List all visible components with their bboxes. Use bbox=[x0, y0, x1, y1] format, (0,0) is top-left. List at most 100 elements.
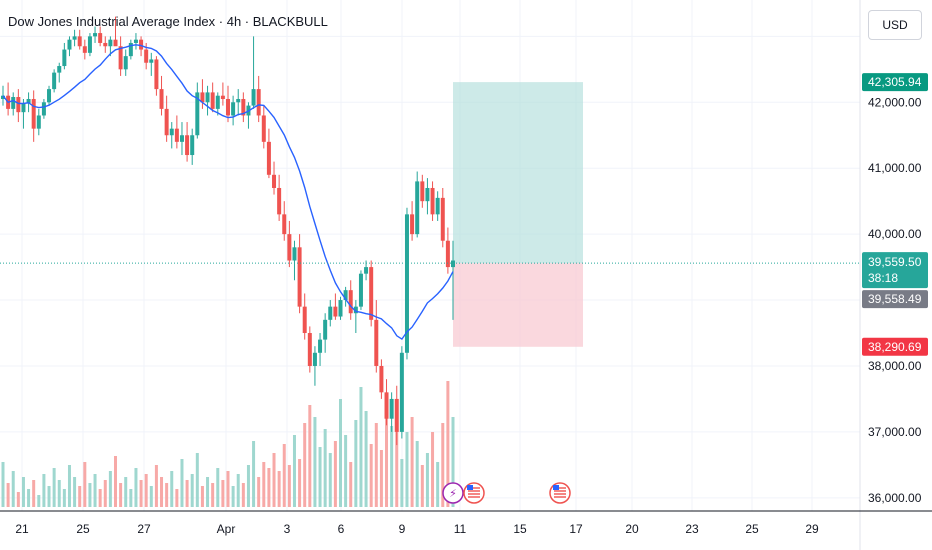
candle[interactable] bbox=[410, 214, 415, 235]
candle[interactable] bbox=[31, 98, 36, 129]
candle[interactable] bbox=[200, 92, 205, 103]
secondary-price-label: 39,558.49 bbox=[868, 292, 922, 306]
candle[interactable] bbox=[210, 92, 215, 109]
candle[interactable] bbox=[277, 187, 282, 215]
candle[interactable] bbox=[287, 234, 292, 261]
candle[interactable] bbox=[399, 352, 404, 432]
candle[interactable] bbox=[169, 128, 174, 136]
candle[interactable] bbox=[323, 319, 328, 340]
candle[interactable] bbox=[26, 98, 31, 104]
candle[interactable] bbox=[128, 42, 133, 57]
volume-bar bbox=[52, 468, 56, 507]
candle[interactable] bbox=[420, 181, 425, 202]
candle[interactable] bbox=[62, 49, 67, 67]
candle[interactable] bbox=[179, 135, 184, 142]
candle[interactable] bbox=[226, 98, 230, 116]
stop-zone[interactable] bbox=[453, 263, 583, 347]
volume-bar bbox=[395, 408, 399, 507]
candle[interactable] bbox=[185, 135, 190, 156]
candle[interactable] bbox=[11, 97, 16, 109]
candle[interactable] bbox=[21, 103, 26, 113]
candle[interactable] bbox=[328, 306, 333, 320]
candle[interactable] bbox=[353, 306, 358, 314]
candle[interactable] bbox=[220, 95, 225, 99]
candle[interactable] bbox=[256, 89, 261, 116]
candle[interactable] bbox=[236, 98, 241, 103]
candle[interactable] bbox=[72, 36, 77, 40]
candle[interactable] bbox=[272, 174, 277, 188]
candle[interactable] bbox=[251, 89, 256, 106]
candle[interactable] bbox=[415, 181, 420, 235]
candle[interactable] bbox=[93, 33, 98, 37]
candle[interactable] bbox=[159, 89, 164, 109]
candle[interactable] bbox=[154, 59, 159, 90]
candle[interactable] bbox=[333, 306, 338, 317]
candle[interactable] bbox=[1, 95, 5, 99]
candle[interactable] bbox=[404, 214, 409, 353]
candle[interactable] bbox=[231, 102, 236, 116]
candle[interactable] bbox=[195, 92, 200, 136]
candle[interactable] bbox=[358, 273, 363, 307]
candle[interactable] bbox=[98, 33, 103, 43]
candle[interactable] bbox=[318, 339, 323, 353]
candle[interactable] bbox=[113, 39, 118, 47]
candle[interactable] bbox=[47, 89, 52, 103]
candle[interactable] bbox=[430, 187, 435, 215]
candle[interactable] bbox=[241, 98, 246, 116]
candle[interactable] bbox=[144, 49, 149, 63]
candle[interactable] bbox=[389, 398, 394, 419]
candle[interactable] bbox=[312, 352, 317, 366]
candle[interactable] bbox=[364, 267, 369, 274]
candle[interactable] bbox=[302, 306, 307, 334]
candle[interactable] bbox=[445, 240, 450, 268]
candle[interactable] bbox=[369, 267, 374, 320]
candle[interactable] bbox=[16, 97, 21, 113]
candle[interactable] bbox=[149, 59, 154, 63]
candle[interactable] bbox=[82, 46, 87, 53]
candle[interactable] bbox=[57, 66, 62, 73]
candle[interactable] bbox=[425, 187, 430, 202]
candle[interactable] bbox=[451, 260, 455, 268]
candle[interactable] bbox=[123, 56, 128, 70]
volume-bar bbox=[364, 411, 368, 507]
candle[interactable] bbox=[133, 39, 138, 43]
volume-bar bbox=[252, 441, 256, 507]
candle[interactable] bbox=[266, 141, 271, 175]
candle[interactable] bbox=[190, 135, 195, 156]
candle[interactable] bbox=[440, 197, 445, 241]
candle[interactable] bbox=[41, 102, 46, 116]
moving-average-line bbox=[2, 44, 454, 341]
candle[interactable] bbox=[67, 39, 72, 50]
candle[interactable] bbox=[379, 365, 384, 393]
candle[interactable] bbox=[435, 197, 440, 215]
candle[interactable] bbox=[261, 115, 266, 142]
volume-bar bbox=[57, 480, 61, 507]
candle[interactable] bbox=[215, 95, 220, 109]
currency-button[interactable]: USD bbox=[868, 10, 922, 40]
candle[interactable] bbox=[108, 39, 113, 47]
candle[interactable] bbox=[343, 290, 348, 301]
candle[interactable] bbox=[118, 46, 123, 70]
candle[interactable] bbox=[394, 398, 399, 432]
candle[interactable] bbox=[174, 128, 179, 142]
candle[interactable] bbox=[384, 392, 389, 419]
candle[interactable] bbox=[103, 42, 108, 47]
candle[interactable] bbox=[307, 333, 312, 366]
candle[interactable] bbox=[282, 214, 287, 235]
candle[interactable] bbox=[164, 108, 169, 136]
candle[interactable] bbox=[87, 36, 92, 53]
candle[interactable] bbox=[36, 115, 41, 129]
candle[interactable] bbox=[139, 39, 144, 50]
candle[interactable] bbox=[77, 36, 82, 47]
candle[interactable] bbox=[338, 300, 343, 317]
candle[interactable] bbox=[348, 290, 353, 314]
lightning-event-icon[interactable] bbox=[442, 482, 464, 504]
candle[interactable] bbox=[374, 319, 379, 366]
candle[interactable] bbox=[52, 72, 57, 90]
candle[interactable] bbox=[292, 247, 297, 261]
target-zone[interactable] bbox=[453, 82, 583, 264]
candle[interactable] bbox=[205, 92, 210, 103]
candle[interactable] bbox=[297, 247, 302, 307]
